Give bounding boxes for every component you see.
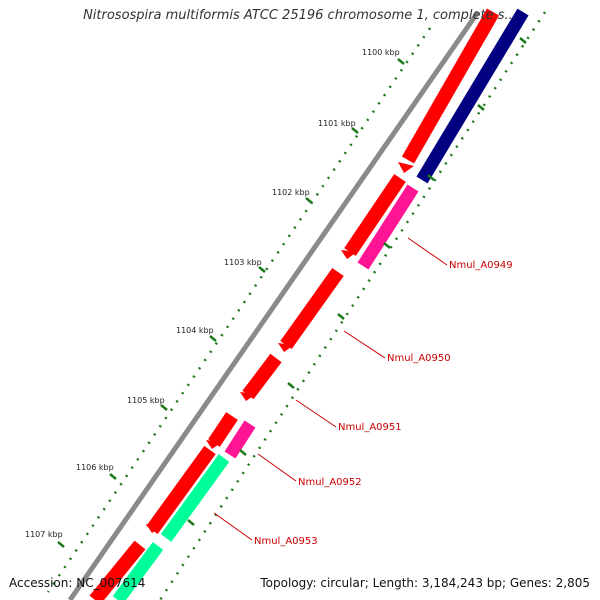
forward-cds-upper [401,8,500,164]
tick-label-1101: 1101 kbp [318,119,356,128]
accession-label: Accession: NC_007614 [9,576,146,590]
forward-cds-bottom [89,540,146,600]
gene-label-nmul-a0951[interactable]: Nmul_A0951 [338,422,402,433]
green-feature-1 [160,454,230,542]
tick-label-1100: 1100 kbp [362,48,400,57]
cds-arrowhead-4 [240,392,256,401]
tick-label-1103: 1103 kbp [224,258,262,267]
tick-label-1105: 1105 kbp [127,396,165,405]
inner-tick-marks [187,37,527,526]
green-feature-2 [112,542,164,600]
map-title: Nitrosospira multiformis ATCC 25196 chro… [83,8,517,23]
magenta-feature-2 [224,420,256,459]
outer-dotted-ring [46,27,432,593]
cds-arrowhead-6 [146,524,162,533]
forward-cds-mid1 [344,174,406,256]
genome-backbone [67,10,481,600]
tick-label-1107: 1107 kbp [25,530,63,539]
tick-label-1102: 1102 kbp [272,188,310,197]
gene-label-nmul-a0949[interactable]: Nmul_A0949 [449,260,513,271]
cds-arrowhead-1 [398,162,414,173]
forward-cds-mid3 [242,353,282,400]
cds-arrowhead-3 [278,343,294,352]
forward-cds-lower [146,445,216,535]
gene-label-nmul-a0953[interactable]: Nmul_A0953 [254,536,318,547]
magenta-feature-1 [357,184,419,270]
outer-tick-marks [57,58,405,548]
cds-arrowhead-2 [341,250,357,259]
gene-label-leaders [213,237,448,541]
tick-label-1106: 1106 kbp [76,463,114,472]
genome-stats-label: Topology: circular; Length: 3,184,243 bp… [260,576,590,590]
gene-label-nmul-a0950[interactable]: Nmul_A0950 [387,353,451,364]
forward-cds-small [208,412,238,447]
tick-label-1104: 1104 kbp [176,326,214,335]
cds-arrowhead-5 [206,440,222,449]
forward-cds-mid2 [280,267,344,350]
gene-label-nmul-a0952[interactable]: Nmul_A0952 [298,477,362,488]
inner-dotted-ring [158,11,547,600]
rna-feature-navy [416,8,529,184]
